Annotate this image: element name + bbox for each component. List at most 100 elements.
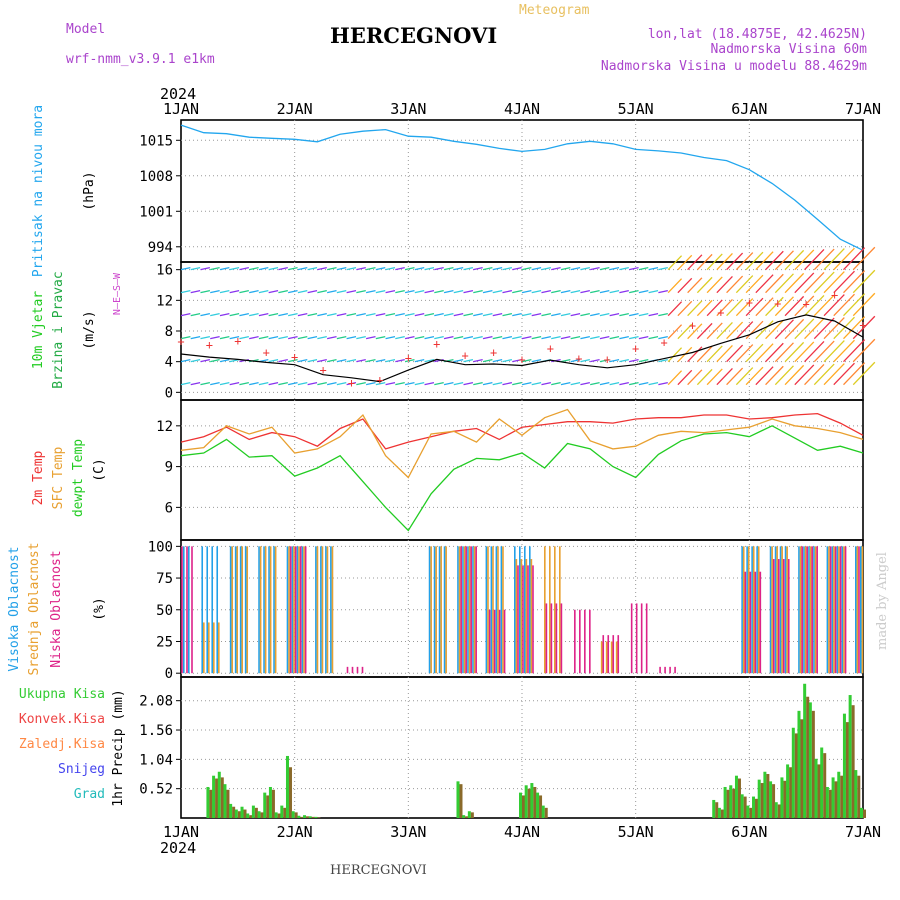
wind-barb xyxy=(784,318,805,340)
cloud-bar-mid xyxy=(298,546,300,674)
precip-legend-item: Konvek.Kisa xyxy=(19,712,105,727)
wind-barb xyxy=(521,381,532,386)
y-tick-label: 0.52 xyxy=(139,782,173,798)
wind-barb xyxy=(200,358,211,363)
cloud-bar-low xyxy=(801,546,803,674)
wind-barb xyxy=(307,335,318,340)
wind-barb xyxy=(249,312,259,317)
wind-barb xyxy=(580,266,590,271)
precip-bar-total xyxy=(723,786,727,818)
wind-barb xyxy=(687,346,703,363)
precip-bar-convective xyxy=(533,786,537,818)
cloud-bar-mid xyxy=(321,546,324,674)
wind-barb xyxy=(852,338,876,363)
cloud-bar-high xyxy=(268,546,270,674)
wind-barb xyxy=(687,254,703,271)
wind-barb xyxy=(833,270,855,294)
wind-barb xyxy=(590,358,600,363)
wind-barb xyxy=(813,294,835,317)
wind-barb xyxy=(395,312,405,317)
wind-barb xyxy=(307,358,318,363)
wind-barb xyxy=(560,289,571,294)
wind-barb xyxy=(258,289,269,294)
wind-gust-marker: + xyxy=(234,334,241,348)
precip-bar-convective xyxy=(465,816,469,818)
wind-barb xyxy=(434,289,444,294)
wind-barb xyxy=(667,370,683,386)
wind-barb xyxy=(696,322,713,340)
wind-barb xyxy=(716,253,733,271)
wind-barb xyxy=(327,266,337,271)
wind-barb xyxy=(813,317,835,340)
cloud-bar-mid xyxy=(269,546,272,674)
wind-gust-marker: + xyxy=(177,335,184,349)
wind-barb xyxy=(745,251,764,271)
cloud-bar-high xyxy=(428,546,431,674)
panels-group: 994 1001 1008 1015 0 4 8 12 16 + + + + + + + + + + + + + + + + + +… xyxy=(139,119,876,819)
meteogram-label: Meteogram xyxy=(519,3,590,18)
precip-bar-convective xyxy=(260,812,264,818)
cloud-bar-low xyxy=(645,603,648,674)
wind-barb xyxy=(180,381,191,386)
cloud-bar-low xyxy=(744,571,747,674)
cloud-bar-low xyxy=(787,559,790,674)
cloud-bar-mid xyxy=(326,546,329,674)
cloud-bar-high xyxy=(798,546,800,674)
precip-bar-total xyxy=(217,771,221,818)
precip-bar-convective xyxy=(232,806,236,818)
wind-barb xyxy=(648,335,659,340)
wind-barb xyxy=(716,368,733,386)
wind-barb xyxy=(229,312,240,317)
wind-barb xyxy=(424,312,435,317)
wind-barb xyxy=(473,381,483,386)
cloud-bar-low xyxy=(517,565,519,674)
wind-barb xyxy=(648,381,659,386)
wind-barb xyxy=(375,381,386,386)
wind-barb xyxy=(541,266,552,271)
cloud-bar-low xyxy=(635,603,638,674)
wind-barb xyxy=(590,335,600,340)
temp-ylabel-sfc: SFC Temp xyxy=(51,447,66,510)
wind-barb xyxy=(424,381,435,386)
wind-barb xyxy=(638,358,649,363)
wind-barb xyxy=(726,298,744,317)
cloud-bar-high xyxy=(183,546,185,674)
wind-barb xyxy=(288,289,298,294)
y-tick-label: 75 xyxy=(156,571,173,587)
precip-bar-total xyxy=(541,805,545,818)
cloud-bar-low xyxy=(602,635,605,674)
cloud-bar-low xyxy=(356,666,359,674)
cloud-bar-high xyxy=(485,546,488,674)
cloud-bar-mid xyxy=(544,546,546,674)
wind-barb xyxy=(336,358,347,363)
precip-bar-convective xyxy=(794,733,798,818)
precip-bar-total xyxy=(746,805,750,818)
wind-barb xyxy=(755,251,774,271)
precip-bar-total xyxy=(530,783,534,818)
wind-barb xyxy=(443,312,454,317)
wind-barb xyxy=(843,293,866,317)
wind-barb xyxy=(570,312,581,317)
cloud-bar-high xyxy=(860,546,862,674)
cloud-bar-low xyxy=(589,609,591,674)
precip-bar-total xyxy=(263,792,267,818)
wind-barb xyxy=(823,248,845,271)
wind-barb xyxy=(570,266,581,271)
precip-bar-convective xyxy=(766,774,770,818)
wind-barb xyxy=(278,289,288,294)
cloud-bar-high xyxy=(206,546,209,674)
wind-barb xyxy=(434,335,444,340)
cloud-bar-high xyxy=(813,546,815,674)
wind-barb xyxy=(297,312,308,317)
wind-barb xyxy=(551,266,561,271)
wind-barb xyxy=(317,289,327,294)
wind-gust-marker: + xyxy=(803,297,810,311)
cloud-bar-low xyxy=(782,559,785,674)
precip-bar-total xyxy=(734,775,738,818)
wind-barb xyxy=(502,289,513,294)
wind-barb xyxy=(696,345,713,363)
precip-bar-total xyxy=(223,784,227,818)
wind-barb xyxy=(268,381,279,386)
cloud-bar-high xyxy=(433,546,436,674)
wind-barb xyxy=(502,381,513,386)
